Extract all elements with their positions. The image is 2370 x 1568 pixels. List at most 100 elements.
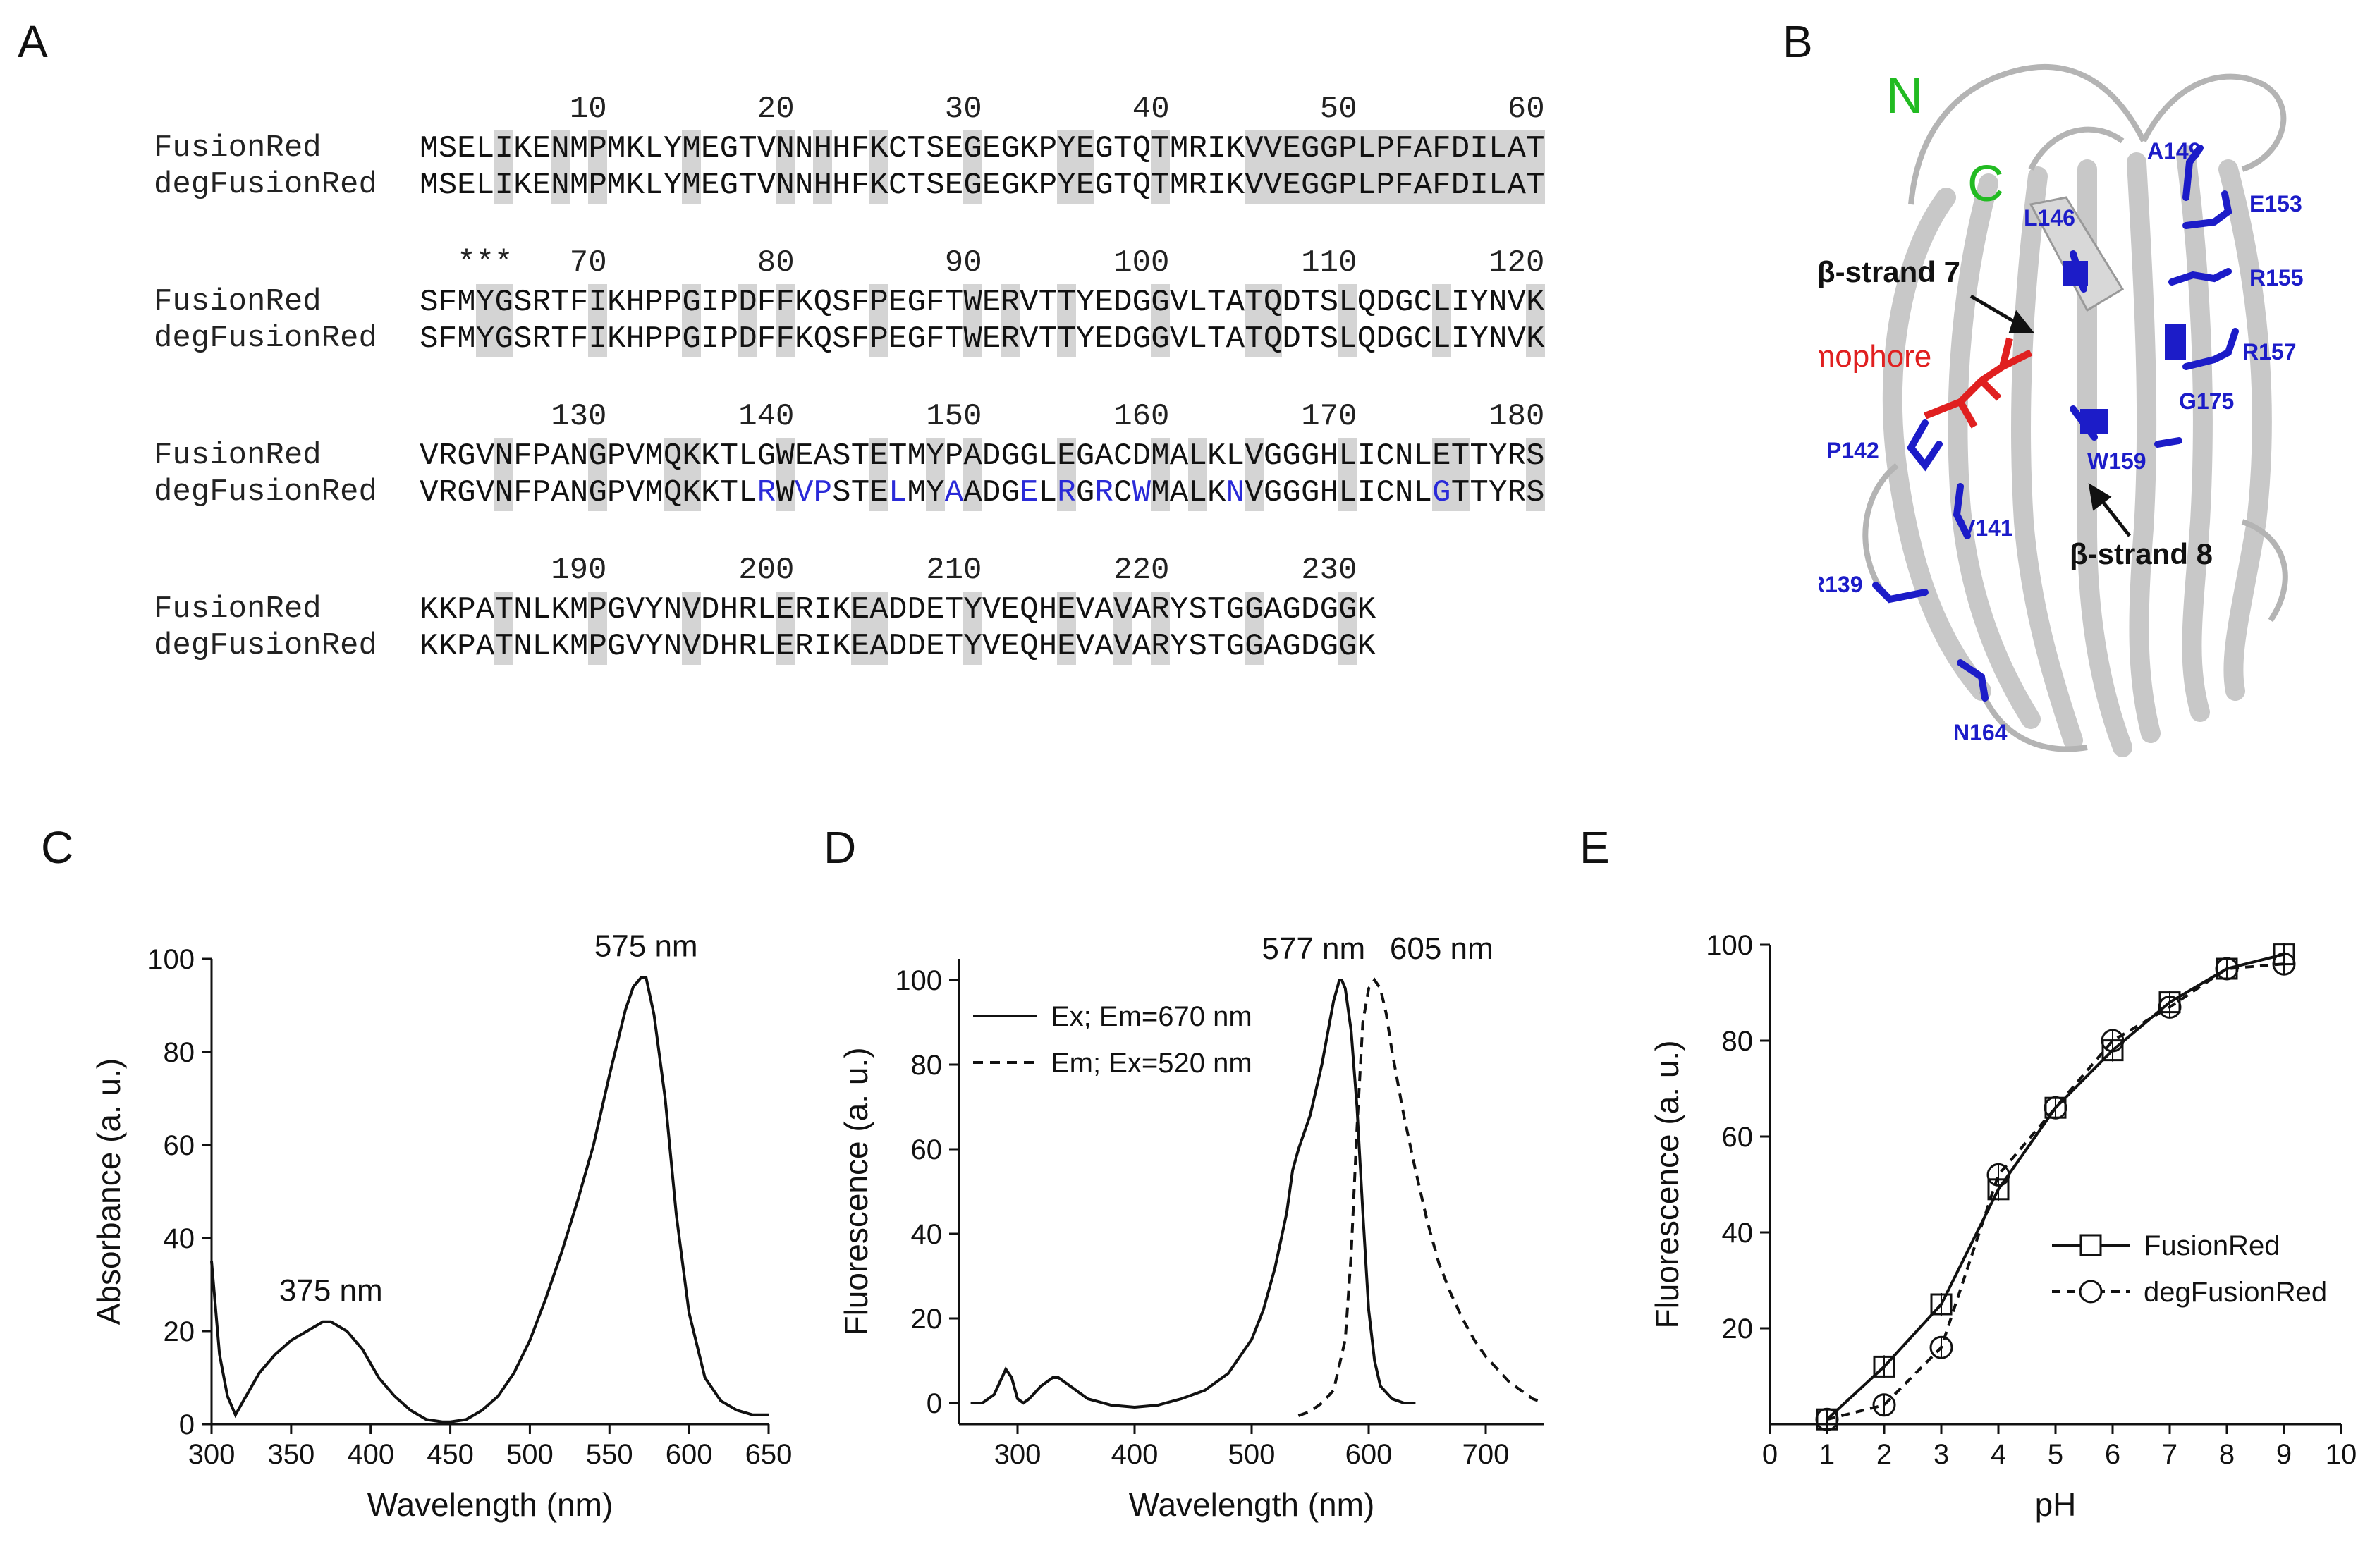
x-axis-label: pH (2035, 1486, 2077, 1523)
data-point-circle (1872, 1393, 1896, 1417)
legend-entry: Ex; Em=670 nm (1051, 1001, 1252, 1032)
sequence-fusionred: KKPATNLKMPGVYNVDHRLERIKEADDETYVEQHEVAVAR… (420, 592, 1376, 628)
y-tick-label: 0 (927, 1388, 942, 1419)
legend-marker-square (2079, 1234, 2102, 1256)
sequence-degfusionred: SFMYGSRTFIKHPPGIPDFFKQSFPEGFTWERVTTYEDGG… (420, 321, 1545, 357)
svg-text:R157: R157 (2242, 339, 2297, 365)
strand-8-label: β-strand 8 (2070, 537, 2213, 570)
panel-label-d: D (824, 822, 857, 873)
absorbance-chart: 300 350 400 450 500 550 600 650 0 20 40 60 80 100 Wave… (90, 929, 793, 1523)
position-number: 80 (757, 245, 795, 281)
series-line-excitation (970, 979, 1416, 1409)
y-tick-label: 60 (1722, 1122, 1754, 1153)
protein-structure: N C β-strand 7 chromophore β-strand 8 A1… (1819, 63, 2304, 757)
position-number: 50 (1319, 92, 1357, 127)
strand-arrows (1969, 294, 2131, 537)
x-tick-label: 500 (1228, 1439, 1276, 1470)
legend-entry: Em; Ex=520 nm (1051, 1048, 1252, 1079)
x-axis-label: Wavelength (nm) (1129, 1486, 1375, 1523)
x-tick-label: 400 (347, 1439, 394, 1470)
y-tick-label: 20 (1722, 1313, 1754, 1345)
x-tick-label: 5 (2048, 1439, 2063, 1470)
y-tick-label: 20 (911, 1304, 943, 1335)
position-number: 70 (569, 245, 607, 281)
chromophore-label: chromophore (1819, 339, 1931, 374)
alignment-block: 130 140 150 160 170 180 FusionRed VRGVNFPANGPVM… (148, 399, 1685, 547)
sequence-fusionred: VRGVNFPANGPVMQKKTLGWEASTETMYPADGGLEGACDM… (420, 438, 1545, 474)
y-axis-label: Absorbance (a. u.) (90, 1058, 127, 1325)
c-terminus-label: C (1967, 156, 2004, 212)
data-point-circle (2215, 957, 2239, 981)
svg-text:L146: L146 (2024, 205, 2075, 231)
position-number: 90 (944, 245, 982, 281)
y-tick-label: 40 (911, 1219, 943, 1250)
strand-7-label: β-strand 7 (1819, 255, 1960, 288)
chromophore-sticks (1924, 337, 2033, 429)
sequence-degfusionred: VRGVNFPANGPVMQKKTLRWVPSTELMYAADGELRGRCWM… (420, 474, 1545, 511)
x-tick-label: 2 (1876, 1439, 1892, 1470)
position-number: 20 (757, 92, 795, 127)
x-tick-label: 550 (586, 1439, 633, 1470)
sequence-name-degfusionred: degFusionRed (154, 628, 377, 663)
x-tick-label: 7 (2162, 1439, 2177, 1470)
y-tick-label: 40 (164, 1223, 195, 1254)
position-number: 130 (551, 399, 607, 434)
ribbon-loops (1862, 63, 2288, 752)
x-tick-label: 300 (188, 1439, 236, 1470)
position-number: 150 (926, 399, 982, 434)
x-tick-label: 8 (2219, 1439, 2235, 1470)
residue-g175-block (2165, 324, 2186, 360)
position-number: 140 (738, 399, 795, 434)
y-tick-label: 60 (911, 1134, 943, 1165)
x-axis-label: Wavelength (nm) (367, 1486, 613, 1523)
x-tick-label: 6 (2105, 1439, 2120, 1470)
data-point-circle (2272, 952, 2296, 976)
alignment-block: 70 80 90 100 110 120 *** FusionRed SFMYGSRTFIKHP… (148, 245, 1685, 393)
x-tick-label: 3 (1934, 1439, 1949, 1470)
x-tick-label: 400 (1111, 1439, 1159, 1470)
position-number: 10 (569, 92, 607, 127)
svg-text:N164: N164 (1953, 720, 2008, 745)
legend-entry: FusionRed (2144, 1230, 2280, 1261)
position-number: 190 (551, 553, 607, 588)
y-tick-label: 100 (147, 944, 195, 975)
peak-annotation: 375 nm (279, 1273, 383, 1308)
sequence-name-degfusionred: degFusionRed (154, 321, 377, 356)
peak-annotation: 575 nm (594, 929, 698, 963)
alignment-block: 10 20 30 40 50 60 FusionRed MSELIKENMPMKLYMEGTV… (148, 92, 1685, 240)
position-number: 100 (1113, 245, 1170, 281)
x-tick-label: 1 (1819, 1439, 1835, 1470)
position-number: 110 (1301, 245, 1357, 281)
panel-label-e: E (1580, 822, 1610, 873)
data-point-square (1873, 1355, 1895, 1378)
y-axis-label: Fluorescence (a. u.) (838, 1047, 874, 1335)
series-line-absorbance (210, 976, 769, 1423)
n-terminus-label: N (1886, 68, 1923, 124)
position-number: 200 (738, 553, 795, 588)
position-number: 60 (1507, 92, 1545, 127)
svg-text:V141: V141 (1960, 515, 2013, 541)
y-tick-label: 60 (164, 1130, 195, 1161)
y-tick-label: 100 (895, 965, 942, 996)
position-number: 30 (944, 92, 982, 127)
x-tick-label: 700 (1462, 1439, 1510, 1470)
legend-entry: degFusionRed (2144, 1277, 2327, 1308)
x-tick-label: 450 (427, 1439, 474, 1470)
fluorescence-spectrum-chart: 300 400 500 600 700 0 20 40 60 80 100 Wavelength (n… (838, 931, 1545, 1523)
sequence-name-fusionred: FusionRed (154, 284, 322, 319)
sequence-name-degfusionred: degFusionRed (154, 167, 377, 202)
series-line-degfusionred (1826, 962, 2285, 1421)
y-tick-label: 80 (164, 1037, 195, 1068)
y-tick-label: 40 (1722, 1218, 1754, 1249)
x-tick-label: 10 (2326, 1439, 2357, 1470)
x-tick-label: 0 (1762, 1439, 1778, 1470)
sequence-name-fusionred: FusionRed (154, 130, 322, 166)
x-tick-label: 650 (745, 1439, 793, 1470)
position-number: 160 (1113, 399, 1170, 434)
position-number: 180 (1489, 399, 1545, 434)
x-tick-label: 300 (994, 1439, 1042, 1470)
data-point-circle (1815, 1407, 1839, 1431)
chromophore-stars: *** (457, 245, 513, 281)
y-tick-label: 100 (1706, 930, 1753, 961)
y-tick-label: 20 (164, 1316, 195, 1347)
